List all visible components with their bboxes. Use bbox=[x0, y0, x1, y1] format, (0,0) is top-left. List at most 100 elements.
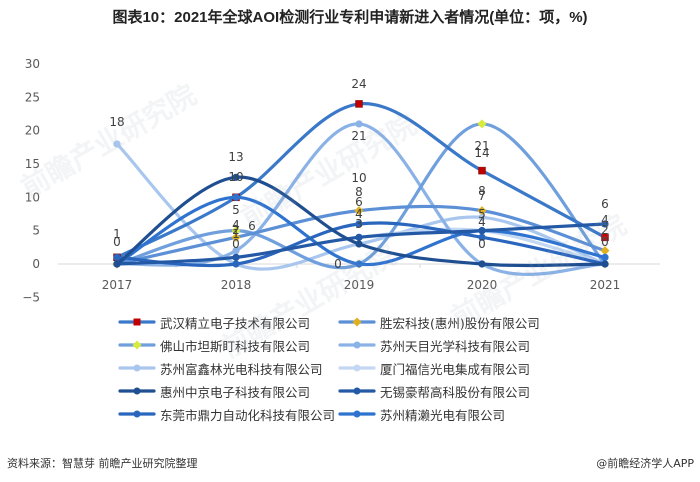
data-label: 5 bbox=[478, 207, 486, 221]
legend-item[interactable]: 惠州中京电子科技有限公司 bbox=[118, 382, 328, 400]
legend-item[interactable]: 苏州精濑光电有限公司 bbox=[338, 405, 598, 423]
data-label: 3 bbox=[355, 217, 363, 231]
data-label: 21 bbox=[474, 139, 489, 153]
circle-marker-icon bbox=[355, 260, 363, 268]
x-tick-label: 2019 bbox=[344, 278, 375, 292]
data-label: 4 bbox=[355, 207, 363, 221]
circle-marker-icon bbox=[232, 193, 240, 201]
legend-item[interactable]: 武汉精立电子技术有限公司 bbox=[118, 313, 328, 331]
data-label: 2 bbox=[232, 223, 240, 237]
legend-swatch-icon bbox=[118, 340, 156, 350]
y-tick-label: 0 bbox=[32, 257, 40, 271]
legend-item[interactable]: 胜宏科技(惠州)股份有限公司 bbox=[338, 313, 598, 331]
data-label: 2 bbox=[601, 223, 609, 237]
data-label: 0 bbox=[334, 257, 342, 271]
legend-item[interactable]: 无锡豪帮高科股份有限公司 bbox=[338, 382, 598, 400]
legend-label: 胜宏科技(惠州)股份有限公司 bbox=[380, 315, 540, 331]
legend-swatch-icon bbox=[118, 364, 156, 372]
circle-marker-icon bbox=[355, 120, 363, 128]
legend-label: 武汉精立电子技术有限公司 bbox=[160, 315, 311, 331]
circle-marker-icon bbox=[232, 247, 240, 255]
data-label: 7 bbox=[478, 189, 486, 203]
circle-marker-icon bbox=[601, 260, 609, 268]
data-label: 0 bbox=[113, 235, 121, 249]
circle-marker-icon bbox=[232, 173, 240, 181]
circle-marker-icon bbox=[232, 260, 240, 268]
legend-swatch-icon bbox=[338, 341, 376, 349]
legend-swatch-icon bbox=[338, 317, 376, 327]
data-label: 14 bbox=[474, 146, 489, 160]
legend-label: 惠州中京电子科技有限公司 bbox=[160, 384, 311, 400]
legend-label: 苏州天目光学科技有限公司 bbox=[380, 338, 531, 354]
diamond-marker-icon bbox=[477, 119, 487, 129]
circle-marker-icon bbox=[601, 253, 609, 261]
diamond-marker-icon bbox=[600, 246, 610, 256]
data-label: 21 bbox=[351, 129, 366, 143]
y-tick-label: 25 bbox=[25, 90, 40, 104]
x-tick-label: 2021 bbox=[590, 278, 621, 292]
circle-marker-icon bbox=[478, 213, 486, 221]
data-label: 1 bbox=[232, 227, 240, 241]
data-label: 10 bbox=[351, 171, 366, 185]
circle-marker-icon bbox=[355, 220, 363, 228]
legend-label: 佛山市坦斯盯科技有限公司 bbox=[160, 338, 311, 354]
chart-title: 图表10：2021年全球AOI检测行业专利申请新进入者情况(单位：项，%) bbox=[112, 9, 588, 26]
square-marker-icon bbox=[355, 100, 363, 108]
data-label: 4 bbox=[601, 213, 609, 227]
data-label: 6 bbox=[601, 197, 609, 211]
data-label: 1 bbox=[113, 227, 121, 241]
circle-marker-icon bbox=[478, 233, 486, 241]
circle-marker-icon bbox=[232, 253, 240, 261]
circle-marker-icon bbox=[355, 233, 363, 241]
legend-label: 无锡豪帮高科股份有限公司 bbox=[380, 384, 531, 400]
legend-label: 苏州富鑫林光电科技有限公司 bbox=[160, 361, 323, 377]
square-marker-icon bbox=[601, 233, 609, 242]
brand-credit: @前瞻经济学人APP bbox=[596, 457, 694, 470]
circle-marker-icon bbox=[478, 260, 486, 268]
diamond-marker-icon bbox=[231, 232, 241, 242]
x-tick-label: 2018 bbox=[221, 278, 252, 292]
x-tick-label: 2020 bbox=[467, 278, 498, 292]
data-label: 8 bbox=[478, 184, 486, 198]
chart-legend: 武汉精立电子技术有限公司 胜宏科技(惠州)股份有限公司 佛山市坦斯盯科技有限公司 苏州… bbox=[118, 313, 598, 423]
data-label: 10 bbox=[228, 170, 243, 184]
data-label: 4 bbox=[232, 218, 240, 232]
legend-item[interactable]: 苏州天目光学科技有限公司 bbox=[338, 336, 598, 354]
legend-swatch-icon bbox=[338, 387, 376, 395]
legend-swatch-icon bbox=[118, 410, 156, 418]
y-tick-label: 20 bbox=[25, 124, 40, 138]
data-label: 13 bbox=[228, 150, 243, 164]
circle-marker-icon bbox=[601, 220, 609, 228]
source-note: 资料来源：智慧芽 前瞻产业研究院整理 bbox=[7, 457, 198, 470]
data-label: 8 bbox=[355, 185, 363, 199]
data-label: 5 bbox=[232, 203, 240, 217]
diamond-marker-icon bbox=[231, 226, 241, 236]
circle-marker-icon bbox=[478, 227, 486, 235]
legend-item[interactable]: 厦门福信光电集成有限公司 bbox=[338, 359, 598, 377]
square-marker-icon bbox=[478, 166, 486, 175]
legend-label: 东莞市鼎力自动化科技有限公司 bbox=[160, 407, 336, 423]
data-label: 6 bbox=[355, 195, 363, 209]
diamond-marker-icon bbox=[354, 206, 364, 216]
legend-item[interactable]: 东莞市鼎力自动化科技有限公司 bbox=[118, 405, 335, 423]
circle-marker-icon bbox=[113, 253, 121, 261]
data-label: 24 bbox=[351, 77, 366, 91]
legend-item[interactable]: 佛山市坦斯盯科技有限公司 bbox=[118, 336, 328, 354]
x-tick-label: 2017 bbox=[102, 278, 133, 292]
data-label: 6 bbox=[248, 219, 256, 233]
data-label: 18 bbox=[109, 115, 124, 129]
y-tick-label: 15 bbox=[25, 157, 40, 171]
data-label: 0 bbox=[232, 237, 240, 251]
y-tick-label: 30 bbox=[25, 57, 40, 71]
data-label: 4 bbox=[478, 215, 486, 229]
legend-swatch-icon bbox=[118, 387, 156, 395]
series-line bbox=[115, 122, 607, 270]
diamond-marker-icon bbox=[477, 206, 487, 216]
legend-item[interactable]: 苏州富鑫林光电科技有限公司 bbox=[118, 359, 328, 377]
circle-marker-icon bbox=[113, 260, 121, 268]
legend-swatch-icon bbox=[338, 364, 376, 372]
y-tick-label: 10 bbox=[25, 190, 40, 204]
y-tick-label: 5 bbox=[32, 224, 40, 238]
legend-label: 厦门福信光电集成有限公司 bbox=[380, 361, 531, 377]
